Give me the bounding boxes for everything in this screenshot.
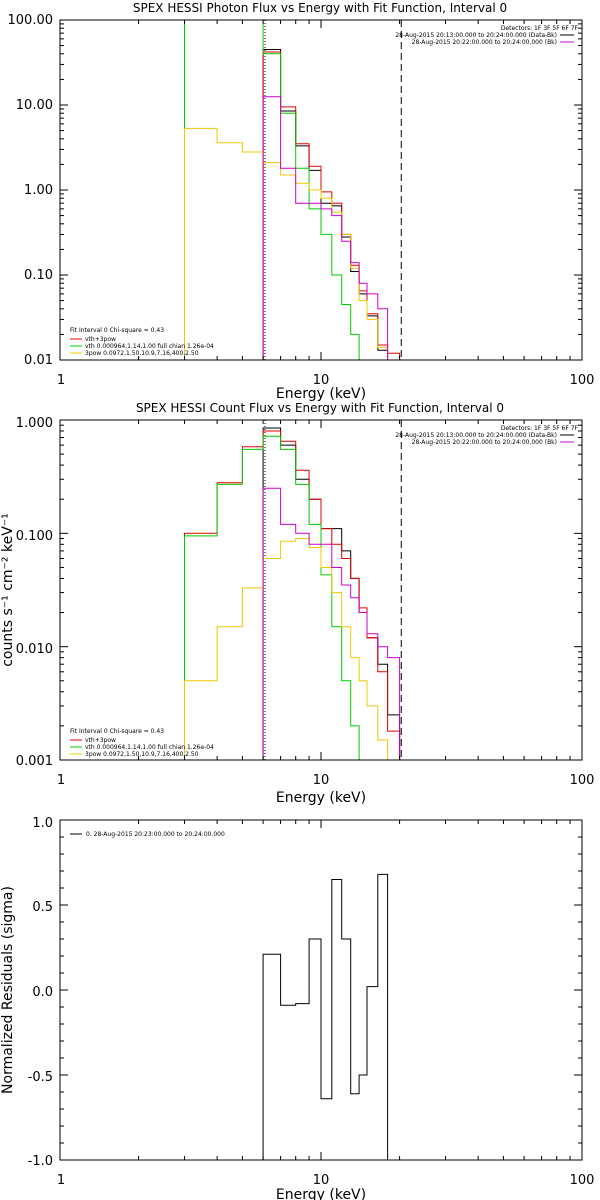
x-tick-label: 10: [313, 773, 330, 788]
x-axis-label: Energy (keV): [276, 790, 366, 806]
fit-info-label: Fit Interval 0 Chi-square = 0.43: [70, 728, 164, 735]
series-line-3pow: [184, 538, 401, 760]
y-tick-label: 1.0: [32, 816, 53, 831]
series-line-residuals: [262, 873, 400, 1160]
legend-entry: 3pow 0.0972,1.50,10.9,7.16,400,2.50: [85, 350, 199, 357]
y-tick-label: -0.5: [28, 1070, 53, 1085]
legend-entry: 28-Aug-2015 20:13:00.000 to 20:24:00.000…: [395, 32, 557, 39]
y-tick-label: 0.5: [32, 900, 53, 915]
series-line-vth: [184, 435, 368, 760]
y-axis-ticks: [60, 19, 582, 361]
legend-entry: vth 0.000964,1.14,1.00 full chian 1.26e-…: [85, 343, 214, 350]
y-axis-label: counts s⁻¹ cm⁻² keV⁻¹: [0, 513, 16, 667]
y-tick-label: -1.0: [28, 1154, 53, 1169]
y-axis-ticks: [60, 819, 582, 1161]
y-tick-label: 1.000: [16, 416, 53, 431]
y-tick-label: 0.001: [16, 754, 53, 769]
series-line-Bk: [262, 96, 389, 360]
y-tick-label: 0.100: [16, 529, 53, 544]
y-tick-label: 0.010: [16, 642, 53, 657]
chart-title: SPEX HESSI Count Flux vs Energy with Fit…: [136, 401, 504, 415]
legend-entry: 0. 28-Aug-2015 20:23:00.000 to 20:24:00.…: [86, 831, 225, 838]
detectors-label: Detectors: 1F 3F 5F 6F 7F: [501, 425, 579, 432]
plot-frame: [59, 419, 583, 761]
photon-flux-chart: SPEX HESSI Photon Flux vs Energy with Fi…: [8, 1, 595, 402]
x-tick-label: 10: [313, 1173, 330, 1188]
legend-entry: 28-Aug-2015 20:13:00.000 to 20:24:00.000…: [395, 432, 557, 439]
chart-title: SPEX HESSI Photon Flux vs Energy with Fi…: [133, 1, 507, 15]
series-line-3pow: [184, 127, 401, 360]
x-tick-label: 100: [570, 1173, 595, 1188]
x-axis-label: Energy (keV): [276, 1187, 366, 1200]
y-tick-label: 10.00: [16, 98, 53, 113]
legend-entry: vth+3pow: [85, 737, 116, 744]
x-axis-ticks: [59, 20, 583, 360]
legend-entry: vth 0.000964,1.14,1.00 full chian 1.26e-…: [85, 744, 214, 751]
legend-entry: vth+3pow: [85, 336, 116, 343]
series-group: [184, 420, 402, 760]
y-tick-label: 0.0: [32, 985, 53, 1000]
x-tick-label: 100: [570, 773, 595, 788]
series-line-vth: [184, 20, 360, 360]
x-tick-label: 1: [57, 373, 65, 388]
series-group: [184, 20, 402, 360]
legend-entry: 3pow 0.0972,1.50,10.9,7.16,400,2.50: [85, 751, 199, 758]
x-axis-ticks: [59, 420, 583, 760]
x-axis-label: Energy (keV): [276, 386, 366, 402]
x-tick-label: 10: [313, 373, 330, 388]
detectors-label: Detectors: 1F 3F 5F 6F 7F: [501, 25, 579, 32]
x-axis-ticks: [59, 820, 583, 1160]
y-tick-label: 1.00: [24, 183, 53, 198]
x-tick-label: 1: [57, 1173, 65, 1188]
y-tick-label: 100.00: [8, 13, 54, 28]
legend-entry: 28-Aug-2015 20:22:00.000 to 20:24:00.000…: [412, 439, 557, 446]
count-flux-chart: SPEX HESSI Count Flux vs Energy with Fit…: [0, 401, 595, 806]
x-tick-label: 100: [570, 373, 595, 388]
y-tick-label: 0.10: [24, 268, 53, 283]
series-line-Bk: [262, 487, 401, 760]
residuals-chart: 1 10 100 1.0 0.5 0.0 -0.5 -1.0 Energy (k…: [0, 816, 594, 1200]
y-axis-ticks: [60, 419, 582, 761]
y-tick-label: 0.01: [24, 353, 53, 368]
legend-entry: 28-Aug-2015 20:22:00.000 to 20:24:00.000…: [412, 39, 557, 46]
fit-info-label: Fit Interval 0 Chi-square = 0.43: [70, 327, 164, 334]
y-axis-label: Normalized Residuals (sigma): [0, 886, 16, 1094]
x-tick-label: 1: [57, 773, 65, 788]
series-group: [262, 873, 400, 1160]
series-line-vth+3pow: [184, 430, 401, 760]
